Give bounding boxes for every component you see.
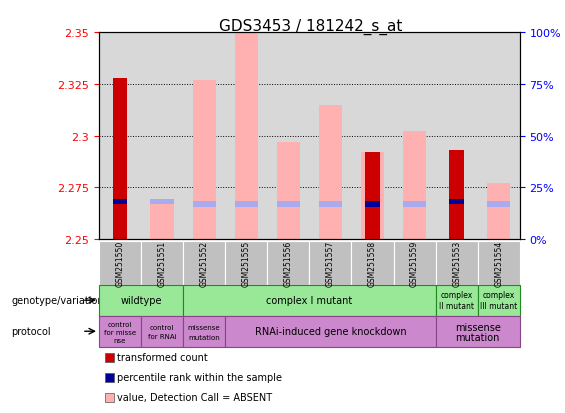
Bar	[112, 200, 127, 205]
Bar	[234, 33, 258, 240]
Bar	[449, 200, 464, 205]
Bar	[277, 142, 300, 240]
Text: rank, Detection Call = ABSENT: rank, Detection Call = ABSENT	[117, 412, 267, 413]
Text: mutation: mutation	[188, 335, 220, 341]
Text: complex I mutant: complex I mutant	[266, 295, 353, 306]
Text: for RNAi: for RNAi	[147, 333, 176, 339]
Bar	[403, 202, 426, 207]
Text: wildtype: wildtype	[120, 295, 162, 306]
Text: GSM251559: GSM251559	[410, 240, 419, 286]
Bar	[150, 202, 173, 240]
Text: GSM251558: GSM251558	[368, 240, 377, 286]
Bar	[403, 132, 426, 240]
Text: for misse: for misse	[104, 330, 136, 335]
Text: complex: complex	[483, 290, 515, 299]
Text: III mutant: III mutant	[480, 301, 518, 311]
Text: RNAi-induced gene knockdown: RNAi-induced gene knockdown	[255, 326, 406, 337]
Bar	[112, 78, 127, 240]
Text: missense: missense	[188, 324, 220, 330]
Text: GSM251550: GSM251550	[115, 240, 124, 286]
Text: nse: nse	[114, 337, 126, 343]
Bar	[277, 202, 300, 207]
Bar	[150, 200, 173, 205]
Bar	[361, 153, 384, 240]
Text: GSM251555: GSM251555	[242, 240, 251, 286]
Text: II mutant: II mutant	[439, 301, 474, 311]
Bar	[487, 202, 510, 207]
Text: GSM251557: GSM251557	[326, 240, 335, 286]
Text: mutation: mutation	[455, 332, 500, 343]
Bar	[365, 153, 380, 240]
Text: genotype/variation: genotype/variation	[11, 295, 104, 306]
Text: GSM251556: GSM251556	[284, 240, 293, 286]
Text: GSM251553: GSM251553	[452, 240, 461, 286]
Bar	[449, 151, 464, 240]
Bar	[365, 202, 380, 207]
Bar	[193, 81, 216, 240]
Bar	[319, 105, 342, 240]
Text: GSM251552: GSM251552	[199, 240, 208, 286]
Text: GSM251554: GSM251554	[494, 240, 503, 286]
Text: GSM251551: GSM251551	[158, 240, 167, 286]
Text: protocol: protocol	[11, 326, 51, 337]
Bar	[319, 202, 342, 207]
Text: control: control	[108, 322, 132, 328]
Text: complex: complex	[441, 290, 473, 299]
Bar	[193, 202, 216, 207]
Text: value, Detection Call = ABSENT: value, Detection Call = ABSENT	[117, 392, 272, 402]
Text: missense: missense	[455, 322, 501, 332]
Bar	[234, 202, 258, 207]
Text: transformed count: transformed count	[117, 352, 208, 362]
Text: control: control	[150, 324, 174, 330]
Bar	[487, 184, 510, 240]
Text: GDS3453 / 181242_s_at: GDS3453 / 181242_s_at	[219, 19, 402, 35]
Text: percentile rank within the sample: percentile rank within the sample	[117, 372, 282, 382]
